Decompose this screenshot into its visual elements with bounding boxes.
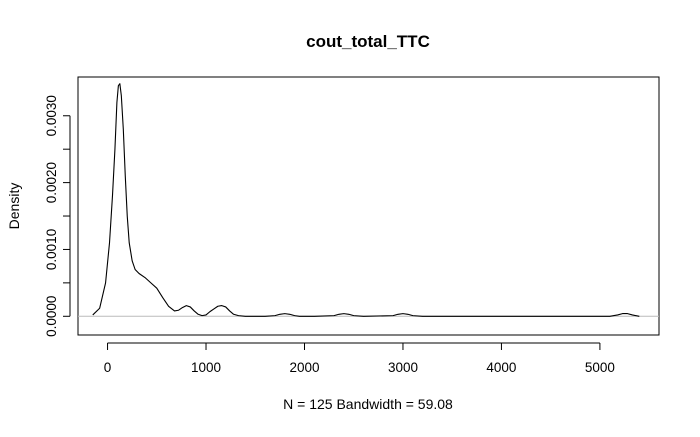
curve-layer — [92, 83, 640, 317]
y-tick-label-2: 0.0010 — [44, 229, 59, 270]
x-tick-label-0: 0 — [104, 360, 112, 375]
y-tick-label-4: 0.0020 — [44, 162, 59, 203]
x-tick-label-2: 2000 — [289, 360, 319, 375]
x-tick-label-1: 1000 — [191, 360, 221, 375]
x-axis-label: N = 125 Bandwidth = 59.08 — [283, 396, 453, 412]
plot-frame — [77, 76, 660, 336]
x-axis: 0 1000 2000 3000 4000 5000 — [104, 342, 615, 375]
x-tick-label-3: 3000 — [388, 360, 418, 375]
x-tick-label-5: 5000 — [585, 360, 615, 375]
y-axis: 0.0000 0.0010 0.0020 0.0030 — [44, 95, 71, 337]
y-axis-label: Density — [6, 183, 22, 230]
y-tick-label-6: 0.0030 — [44, 95, 59, 136]
density-curve-0 — [92, 83, 640, 317]
y-tick-label-0: 0.0000 — [44, 296, 59, 337]
x-tick-label-4: 4000 — [486, 360, 516, 375]
chart-title: cout_total_TTC — [306, 32, 430, 51]
